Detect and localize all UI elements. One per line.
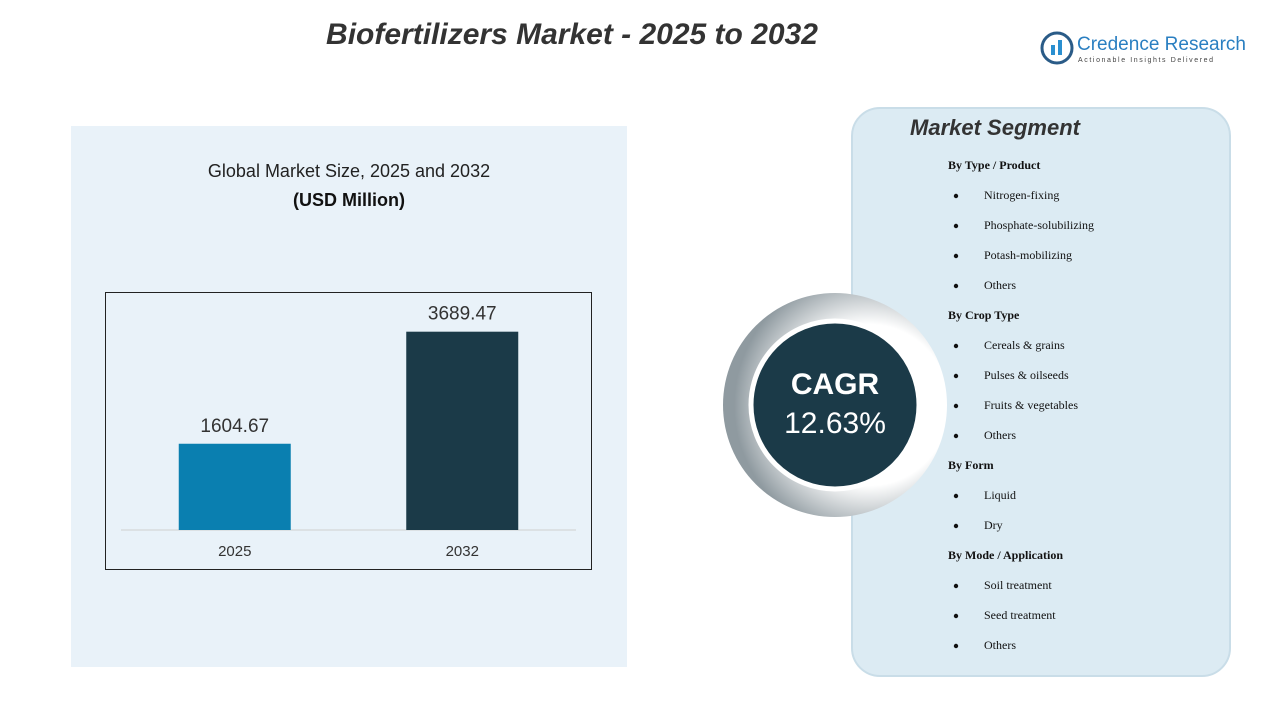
segment-list: By Type / Product Nitrogen-fixing Phosphat…: [948, 158, 1094, 652]
segment-item: Liquid: [984, 488, 1016, 502]
value-label: 1604.67: [200, 416, 269, 437]
logo-icon: [1058, 40, 1062, 55]
bullet: [953, 223, 959, 229]
segment-item: Pulses & oilseeds: [984, 368, 1069, 382]
segment-title: Market Segment: [910, 115, 1082, 140]
segment-item: Others: [984, 428, 1016, 442]
chart-title: Global Market Size, 2025 and 2032: [208, 161, 490, 181]
segment-item: Others: [984, 638, 1016, 652]
segment-item: Others: [984, 278, 1016, 292]
bullet: [953, 283, 959, 289]
bullet: [953, 433, 959, 439]
segment-item: Seed treatment: [984, 608, 1056, 622]
segment-item: Phosphate-solubilizing: [984, 218, 1094, 232]
bullet: [953, 613, 959, 619]
bar-chart: 1604.67 2025 3689.47 2032: [121, 304, 576, 560]
value-label: 3689.47: [428, 304, 497, 325]
segment-item: Fruits & vegetables: [984, 398, 1078, 412]
segment-item: Potash-mobilizing: [984, 248, 1072, 262]
cagr-circle: [748, 318, 922, 492]
segment-heading: By Type / Product: [948, 158, 1040, 172]
chart-subtitle: (USD Million): [293, 190, 405, 210]
segment-item: Nitrogen-fixing: [984, 188, 1059, 202]
left-panel: [71, 126, 627, 667]
cagr-label: CAGR: [791, 368, 880, 401]
bullet: [953, 193, 959, 199]
bullet: [953, 583, 959, 589]
bullet: [953, 253, 959, 259]
page-title: Biofertilizers Market - 2025 to 2032: [326, 18, 818, 51]
segment-heading: By Mode / Application: [948, 548, 1063, 562]
chart-frame: [105, 292, 592, 570]
logo: Credence Research Actionable Insights De…: [1040, 31, 1246, 65]
bullet: [953, 373, 959, 379]
x-tick-label: 2025: [218, 543, 251, 560]
bar: [406, 331, 519, 530]
segment-heading: By Form: [948, 458, 994, 472]
bar: [178, 443, 291, 530]
bullet: [953, 523, 959, 529]
segment-item: Soil treatment: [984, 578, 1052, 592]
bullet: [953, 493, 959, 499]
logo-name: Credence Research: [1077, 34, 1246, 55]
logo-icon: [1040, 31, 1074, 65]
segment-item: Cereals & grains: [984, 338, 1065, 352]
logo-tagline: Actionable Insights Delivered: [1078, 57, 1215, 64]
bullet: [953, 643, 959, 649]
cagr-value: 12.63%: [784, 407, 886, 440]
x-tick-label: 2032: [446, 543, 479, 560]
segment-item: Dry: [984, 518, 1003, 532]
bullet: [953, 403, 959, 409]
bullet: [953, 343, 959, 349]
logo-icon: [1051, 45, 1055, 55]
segment-heading: By Crop Type: [948, 308, 1020, 322]
